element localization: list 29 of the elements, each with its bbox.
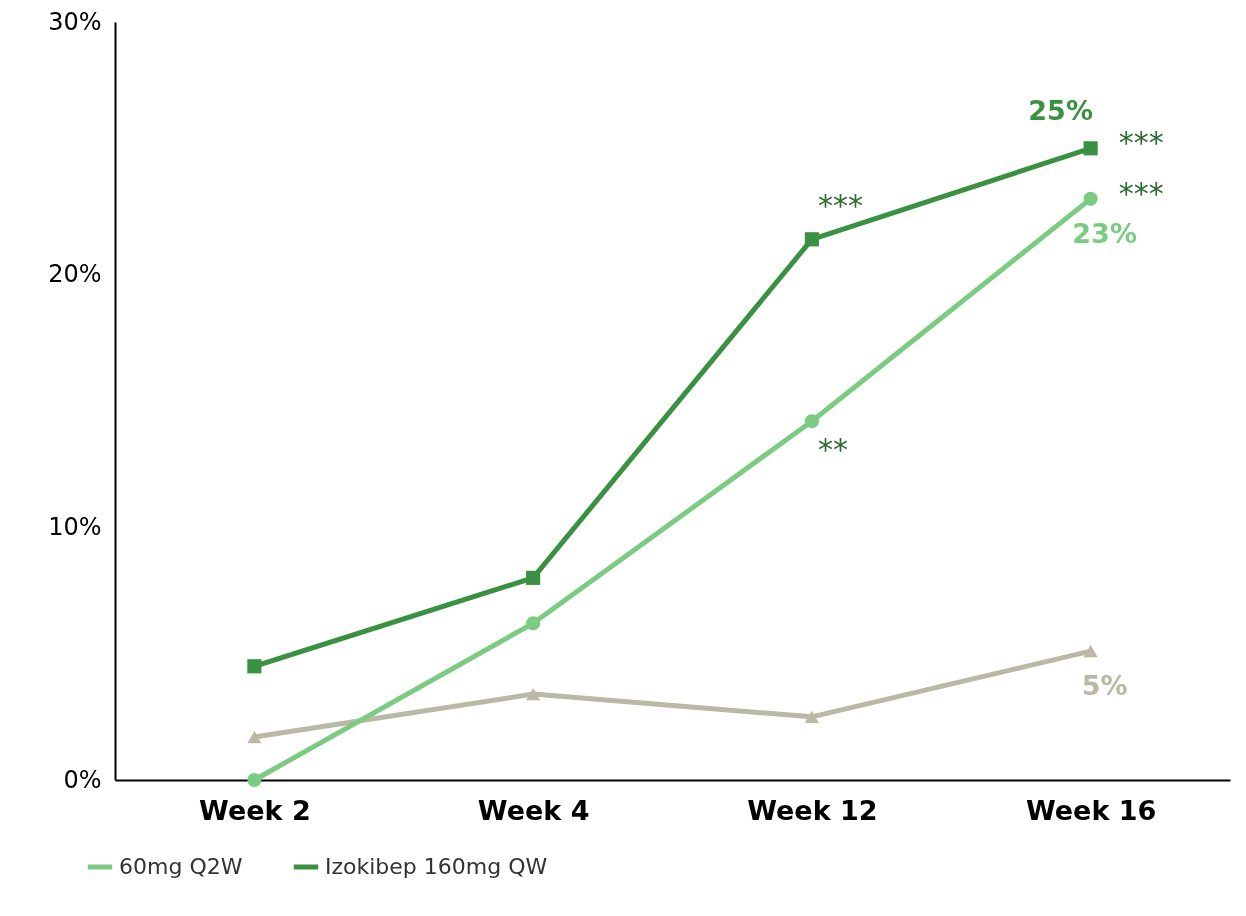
point [526,570,541,585]
y-tick-label: 30% [48,7,102,36]
legend-label: Izokibep 160mg QW [325,854,548,879]
x-tick-label: Week 12 [747,794,878,826]
point [526,687,541,701]
data-label: 25% [1028,95,1093,127]
point [804,710,819,723]
annotation: ** [817,432,848,468]
point [247,730,262,744]
annotation: *** [1118,175,1164,211]
point [1083,191,1098,206]
legend-label: 60mg Q2W [119,854,243,879]
annotation: *** [1118,125,1164,161]
y-tick-label: 20% [48,260,102,289]
x-tick-label: Week 4 [477,794,590,826]
point [804,414,819,429]
y-tick-label: 0% [63,765,102,794]
data-label: 23% [1072,217,1137,249]
point [247,659,262,674]
x-tick-label: Week 16 [1025,794,1157,826]
y-tick-label: 10% [48,512,102,541]
point [804,232,819,247]
data-label: 5% [1081,670,1128,702]
point [1083,645,1098,658]
point [526,616,541,631]
point [247,772,262,788]
point [1083,141,1098,156]
annotation: *** [817,188,863,224]
x-tick-label: Week 2 [199,794,311,826]
